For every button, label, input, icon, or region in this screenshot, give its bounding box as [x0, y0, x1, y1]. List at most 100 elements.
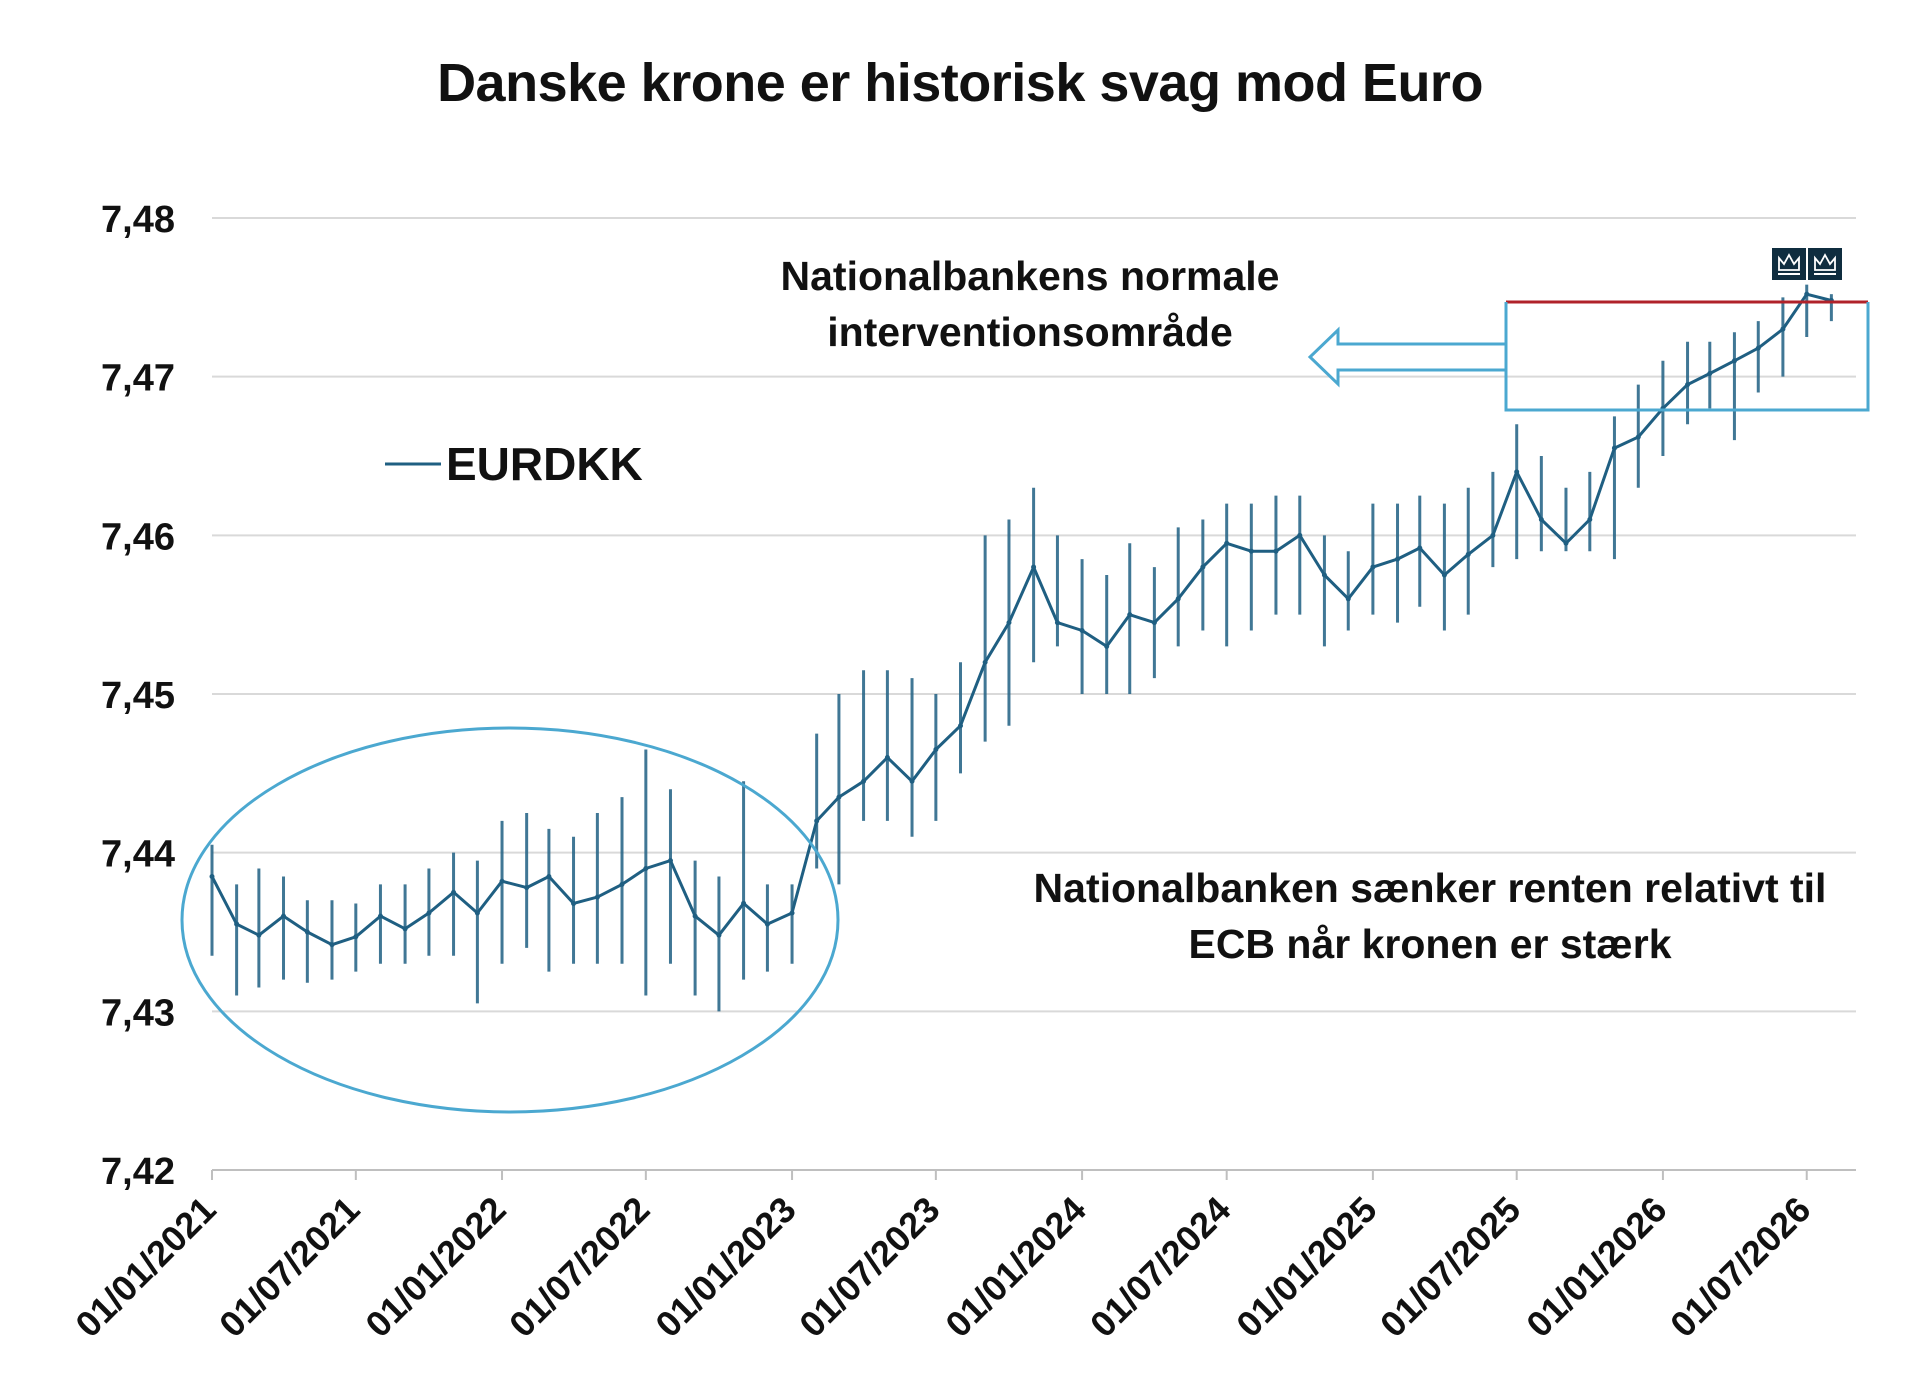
- y-tick-label: 7,47: [101, 358, 175, 400]
- data-point: [1248, 548, 1254, 554]
- data-point: [1707, 370, 1713, 376]
- crown-icon: [1814, 253, 1836, 271]
- data-point: [789, 910, 795, 916]
- data-point: [1395, 556, 1401, 562]
- data-point: [1538, 516, 1544, 522]
- data-point: [353, 934, 359, 940]
- data-point: [304, 929, 310, 935]
- data-point: [836, 794, 842, 800]
- data-point: [643, 866, 649, 872]
- data-point: [1611, 445, 1617, 451]
- data-point: [1441, 572, 1447, 578]
- annotation-rate-cut: Nationalbanken sænker renten relativt ti…: [970, 860, 1890, 972]
- data-point: [958, 723, 964, 729]
- data-point: [933, 747, 939, 753]
- data-point: [256, 932, 262, 938]
- data-point: [741, 900, 747, 906]
- y-tick-label: 7,42: [101, 1151, 175, 1193]
- data-point: [982, 659, 988, 665]
- data-point: [1490, 532, 1496, 538]
- logo-background: [1772, 248, 1806, 280]
- annotation-rate-cut-line1: Nationalbanken sænker renten relativt ti…: [1033, 865, 1827, 911]
- legend: EURDKK: [385, 438, 643, 490]
- data-point: [909, 778, 915, 784]
- data-point: [619, 881, 625, 887]
- y-tick-label: 7,44: [101, 834, 175, 876]
- data-point: [1587, 516, 1593, 522]
- data-point: [546, 873, 552, 879]
- data-point: [571, 900, 577, 906]
- highlight-ellipse: [180, 726, 840, 1114]
- data-point: [1006, 620, 1012, 626]
- x-tick-label: 01/07/2025: [1372, 1189, 1528, 1345]
- x-tick-label: 01/07/2026: [1662, 1189, 1818, 1345]
- data-point: [524, 885, 530, 891]
- data-point: [329, 942, 335, 948]
- y-tick-label: 7,48: [101, 199, 175, 241]
- x-tick-label: 01/07/2023: [791, 1189, 947, 1345]
- annotation-intervention-line1: Nationalbankens normale: [780, 253, 1280, 299]
- data-point: [1370, 564, 1376, 570]
- data-point: [1635, 434, 1641, 440]
- data-point: [1175, 596, 1181, 602]
- data-point: [1804, 291, 1810, 297]
- data-point: [1031, 564, 1037, 570]
- data-point: [1151, 620, 1157, 626]
- x-tick-label: 01/01/2026: [1518, 1189, 1674, 1345]
- y-tick-label: 7,43: [101, 992, 175, 1034]
- data-point: [1780, 326, 1786, 332]
- data-point: [1127, 612, 1133, 618]
- y-tick-label: 7,46: [101, 516, 175, 558]
- x-tick-label: 01/01/2023: [647, 1189, 803, 1345]
- data-point: [451, 889, 457, 895]
- data-point: [426, 910, 432, 916]
- y-tick-label: 7,45: [101, 675, 175, 717]
- data-point: [814, 818, 820, 824]
- data-point: [1104, 643, 1110, 649]
- x-tick-label: 01/01/2021: [67, 1189, 223, 1345]
- x-tick-label: 01/01/2025: [1228, 1189, 1384, 1345]
- data-point: [377, 913, 383, 919]
- annotation-rate-cut-line2: ECB når kronen er stærk: [1188, 921, 1672, 967]
- y-axis-tick-labels: 7,42 7,43 7,44 7,45 7,46 7,47 7,48: [101, 199, 175, 1193]
- crown-logo: [1772, 248, 1806, 280]
- data-point: [499, 878, 505, 884]
- x-tick-label: 01/01/2024: [937, 1189, 1093, 1345]
- data-point: [1200, 564, 1206, 570]
- logo-background: [1808, 248, 1842, 280]
- data-point: [884, 754, 890, 760]
- series-eurdkk: [209, 291, 1834, 948]
- arrow-left-icon: [1307, 326, 1508, 388]
- annotation-intervention-line2: interventionsområde: [827, 309, 1233, 355]
- data-point: [1417, 545, 1423, 551]
- data-point: [1685, 382, 1691, 388]
- data-point: [1563, 540, 1569, 546]
- x-tick-label: 01/07/2024: [1082, 1189, 1238, 1345]
- x-tick-label: 01/07/2021: [211, 1189, 367, 1345]
- series-line: [210, 292, 1832, 947]
- annotation-intervention: Nationalbankens normale interventionsomr…: [680, 248, 1380, 360]
- data-point: [1321, 572, 1327, 578]
- legend-label: EURDKK: [446, 438, 643, 490]
- data-point: [667, 858, 673, 864]
- chart-title: Danske krone er historisk svag mod Euro: [437, 53, 1483, 113]
- x-tick-label: 01/01/2022: [357, 1189, 513, 1345]
- data-point: [1345, 596, 1351, 602]
- x-tick-label: 01/07/2022: [501, 1189, 657, 1345]
- data-point: [1297, 532, 1303, 538]
- data-point: [861, 778, 867, 784]
- data-point: [1273, 548, 1279, 554]
- data-point: [1224, 540, 1230, 546]
- data-point: [234, 921, 240, 927]
- crown-icon: [1778, 253, 1800, 271]
- data-point: [1054, 620, 1060, 626]
- data-point: [692, 913, 698, 919]
- data-point: [1465, 551, 1471, 557]
- data-point: [1731, 358, 1737, 364]
- data-point: [1514, 469, 1520, 475]
- data-point: [474, 910, 480, 916]
- annotation-overlays: [180, 248, 1870, 1114]
- data-point: [594, 894, 600, 900]
- data-point: [209, 873, 215, 879]
